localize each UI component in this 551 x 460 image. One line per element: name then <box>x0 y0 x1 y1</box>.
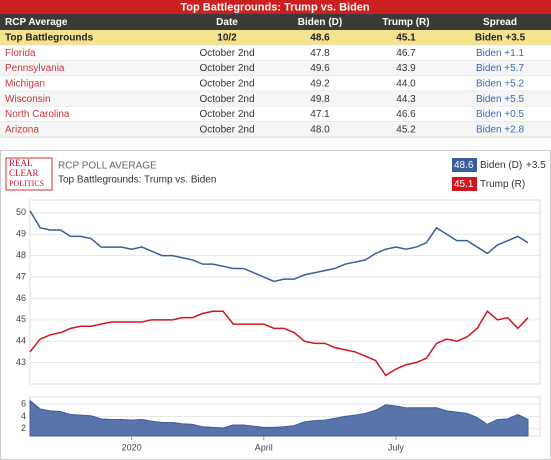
table-title: Top Battlegrounds: Trump vs. Biden <box>180 1 370 13</box>
legend-name: Biden (D) <box>480 160 522 171</box>
logo-text: REAL <box>9 158 33 168</box>
y-tick-label: 48 <box>16 250 26 260</box>
logo-box <box>5 157 53 191</box>
nav-tick-label: 2 <box>21 423 26 433</box>
plot-area <box>29 199 541 385</box>
legend-value: 45.1 <box>454 179 474 190</box>
table-row <box>0 121 551 138</box>
line-series <box>29 310 529 377</box>
table-cell: Biden +5.2 <box>476 79 525 90</box>
nav-tick-label: 6 <box>21 399 26 409</box>
table-cell: 44.3 <box>396 94 416 105</box>
legend-swatch <box>452 158 477 172</box>
table-cell: 49.6 <box>310 63 330 74</box>
header-cell: Spread <box>483 17 517 28</box>
table-cell: Michigan <box>5 79 45 90</box>
table-cell: Biden +5.7 <box>476 63 525 74</box>
table-cell: 46.6 <box>396 109 416 120</box>
x-tick-label: 2020 <box>122 442 142 452</box>
legend-name: Trump (R) <box>480 179 525 190</box>
table-cell: 48.0 <box>310 124 330 135</box>
header-cell: Date <box>216 17 238 28</box>
table-cell: Florida <box>5 48 36 59</box>
table-cell: Biden +3.5 <box>475 33 526 44</box>
table-cell: 10/2 <box>217 33 237 44</box>
table-row <box>0 106 551 122</box>
table-cell: October 2nd <box>199 109 254 120</box>
table-cell: October 2nd <box>199 94 254 105</box>
table-cell: 48.6 <box>310 33 330 44</box>
y-tick-label: 49 <box>16 229 26 239</box>
table-cell: 43.9 <box>396 63 416 74</box>
table-cell: 45.1 <box>396 33 416 44</box>
legend-value: 48.6 <box>454 160 474 171</box>
chart-kicker: RCP POLL AVERAGE <box>58 161 157 172</box>
nav-tick-label: 4 <box>21 411 26 421</box>
table-cell: Biden +2.8 <box>476 124 525 135</box>
table-row <box>0 60 551 76</box>
y-tick-label: 43 <box>16 357 26 367</box>
table-cell: Pennsylvania <box>5 63 65 74</box>
table-cell: North Carolina <box>5 109 70 120</box>
table-header <box>0 14 551 30</box>
y-tick-label: 50 <box>16 207 26 217</box>
table-cell: 47.8 <box>310 48 330 59</box>
x-tick-label: July <box>388 442 405 452</box>
summary-row <box>0 30 551 46</box>
nav-area <box>29 399 529 437</box>
table-cell: October 2nd <box>199 124 254 135</box>
line-series <box>29 210 529 283</box>
legend-swatch <box>452 177 477 191</box>
table-cell: 49.8 <box>310 94 330 105</box>
table-cell: 45.2 <box>396 124 416 135</box>
y-tick-label: 47 <box>16 271 26 281</box>
title-bar <box>0 0 551 14</box>
table-cell: Wisconsin <box>5 94 51 105</box>
x-tick-label: April <box>255 442 273 452</box>
table-cell: October 2nd <box>199 48 254 59</box>
header-cell: RCP Average <box>5 17 68 28</box>
header-cell: Biden (D) <box>298 17 342 28</box>
table-cell: Top Battlegrounds <box>5 33 94 44</box>
table-cell: Arizona <box>5 124 39 135</box>
logo-text: CLEAR <box>9 168 39 178</box>
table-cell: Biden +0.5 <box>476 109 525 120</box>
y-tick-label: 44 <box>16 336 26 346</box>
table-row <box>0 45 551 61</box>
table-cell: Biden +1.1 <box>476 48 525 59</box>
y-tick-label: 46 <box>16 293 26 303</box>
chart-title: Top Battlegrounds: Trump vs. Biden <box>58 175 216 186</box>
legend-spread: +3.5 <box>526 160 546 171</box>
table-row <box>0 91 551 107</box>
table-cell: 46.7 <box>396 48 416 59</box>
logo-text: POLITICS <box>9 179 44 188</box>
table-cell: 44.0 <box>396 79 416 90</box>
table-cell: October 2nd <box>199 79 254 90</box>
table-cell: Biden +5.5 <box>476 94 525 105</box>
header-cell: Trump (R) <box>382 17 429 28</box>
table-cell: 49.2 <box>310 79 330 90</box>
y-tick-label: 45 <box>16 314 26 324</box>
table-cell: 47.1 <box>310 109 330 120</box>
table-row <box>0 75 551 92</box>
table-cell: October 2nd <box>199 63 254 74</box>
